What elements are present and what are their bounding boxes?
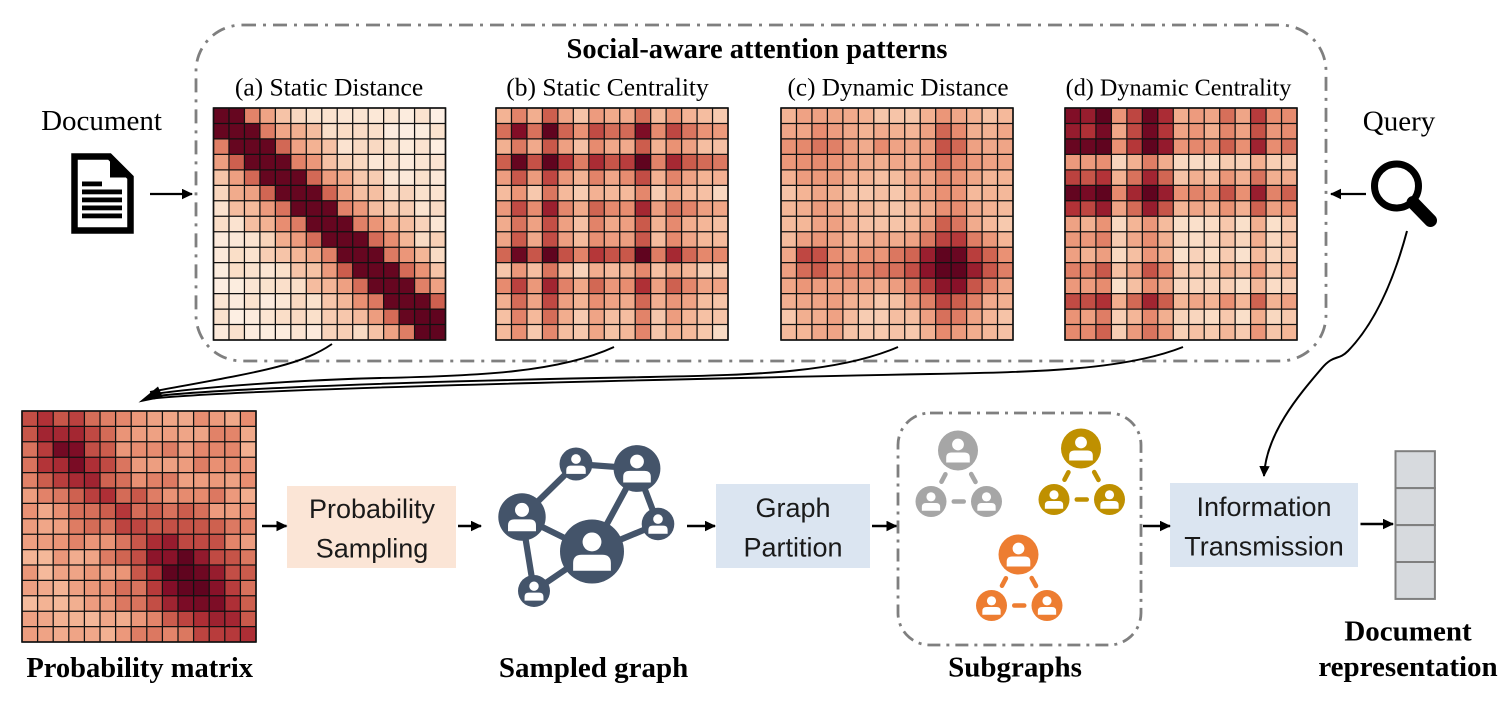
- svg-text:(b) Static Centrality: (b) Static Centrality: [506, 73, 709, 102]
- svg-text:Document: Document: [1344, 616, 1472, 648]
- svg-text:Transmission: Transmission: [1184, 532, 1344, 562]
- svg-text:Probability matrix: Probability matrix: [26, 653, 253, 684]
- svg-text:(c) Dynamic Distance: (c) Dynamic Distance: [788, 75, 1009, 102]
- svg-text:Document: Document: [41, 105, 162, 137]
- svg-text:representation: representation: [1318, 651, 1497, 683]
- svg-text:Probability: Probability: [309, 494, 436, 524]
- svg-text:Subgraphs: Subgraphs: [948, 652, 1082, 684]
- svg-text:(d) Dynamic Centrality: (d) Dynamic Centrality: [1066, 75, 1292, 102]
- svg-text:(a) Static Distance: (a) Static Distance: [235, 73, 423, 102]
- svg-text:Graph: Graph: [755, 493, 830, 523]
- svg-text:Information: Information: [1196, 492, 1331, 522]
- svg-text:Social-aware attention pattern: Social-aware attention patterns: [566, 34, 947, 65]
- svg-text:Query: Query: [1363, 106, 1436, 138]
- svg-text:Sampled graph: Sampled graph: [499, 652, 688, 684]
- svg-text:Partition: Partition: [743, 533, 842, 563]
- svg-text:Sampling: Sampling: [316, 534, 429, 564]
